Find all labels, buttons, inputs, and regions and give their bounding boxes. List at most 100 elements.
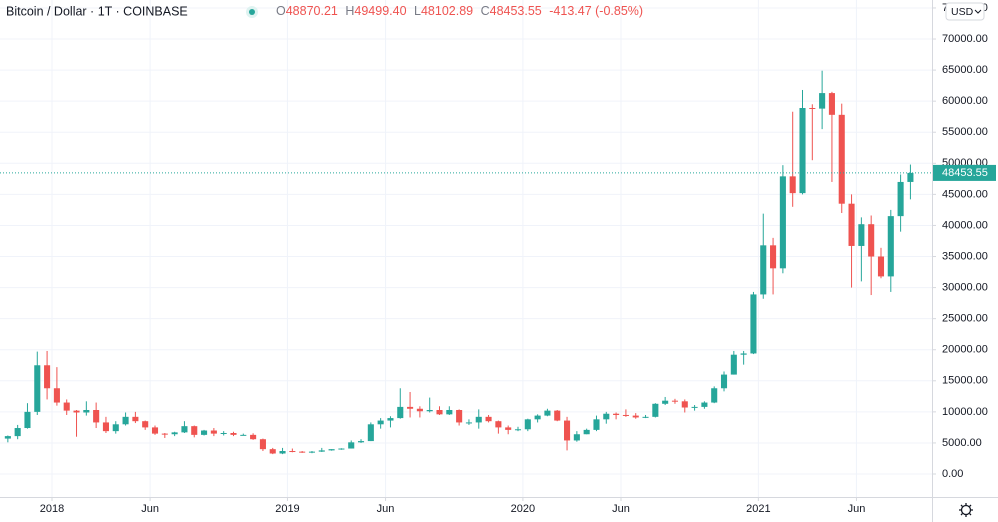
last-price-box — [933, 164, 996, 181]
candle-body — [583, 429, 590, 435]
candle-body — [201, 430, 208, 435]
low-key: L — [414, 4, 421, 18]
candle-body — [819, 93, 826, 109]
y-tick-label: 65000.00 — [942, 64, 988, 76]
candle-body — [770, 245, 777, 269]
candle-body — [524, 419, 531, 430]
x-tick-label: Jun — [377, 503, 395, 515]
y-tick-label: 25000.00 — [942, 313, 988, 325]
candle-body — [465, 422, 472, 424]
candle-body — [760, 245, 767, 295]
candle-body — [377, 420, 384, 425]
candle-body — [367, 424, 374, 442]
candle-body — [877, 256, 885, 277]
candle-body — [122, 416, 129, 425]
candle-body — [671, 400, 679, 402]
candle-body — [485, 416, 492, 422]
x-tick-label: 2019 — [275, 503, 299, 515]
candle-body — [328, 449, 335, 451]
candle-body — [789, 176, 796, 194]
candle-body — [632, 415, 639, 418]
candle-body — [622, 414, 629, 416]
candle-body — [142, 421, 149, 428]
gear-teeth[interactable] — [959, 503, 973, 517]
y-tick-label: 35000.00 — [942, 250, 988, 262]
candle-body — [93, 410, 100, 423]
candle-body — [505, 427, 512, 430]
candle-body — [652, 403, 659, 417]
candle-body — [456, 410, 463, 423]
candle-body — [544, 410, 551, 416]
candle-body — [828, 93, 835, 115]
high-value: 49499.40 — [354, 4, 406, 18]
candle-body — [14, 428, 21, 437]
candle-body — [711, 388, 718, 403]
currency-caret[interactable] — [974, 9, 982, 14]
symbol: Bitcoin / Dollar · 1T · COINBASE — [6, 4, 188, 18]
candle-body — [24, 411, 31, 429]
candle-body — [259, 439, 266, 450]
settings-button[interactable] — [959, 503, 973, 517]
close-key: C — [481, 4, 490, 18]
grid — [0, 0, 932, 497]
x-tick-label: 2021 — [746, 503, 770, 515]
low-value: 48102.89 — [421, 4, 473, 18]
candle-body — [63, 402, 70, 411]
candle-body — [210, 430, 217, 434]
candle-body — [250, 434, 257, 440]
candle-body — [868, 224, 875, 257]
change: -413.47 (-0.85%) — [549, 4, 643, 18]
candle-body — [593, 419, 600, 430]
open-value: 48870.21 — [286, 4, 338, 18]
candle-body — [102, 422, 109, 432]
candle-body — [357, 441, 365, 443]
candle-body — [34, 365, 41, 412]
candle-body — [407, 406, 414, 409]
candle-body — [161, 433, 168, 435]
candle-body — [897, 181, 904, 217]
ohlc-line: O48870.21 H49499.40 L48102.89 C48453.55 … — [276, 4, 643, 18]
currency-button[interactable]: USD — [945, 2, 985, 21]
y-tick-label: 30000.00 — [942, 281, 988, 293]
y-tick-label: 45000.00 — [942, 188, 988, 200]
candle-body — [397, 406, 404, 419]
candle-body — [446, 410, 453, 415]
candle-body — [426, 410, 433, 412]
candle-body — [318, 450, 325, 452]
candle-body — [53, 388, 60, 403]
x-tick-label: Jun — [848, 503, 866, 515]
candles — [0, 70, 932, 455]
close-value: 48453.55 — [490, 4, 542, 18]
candle-body — [299, 451, 306, 453]
candle-body — [691, 406, 698, 408]
candle-body — [858, 224, 865, 246]
currency-label[interactable]: USD — [951, 6, 974, 18]
candle-body — [4, 436, 11, 439]
candle-body — [338, 448, 345, 450]
candle-body — [112, 424, 119, 432]
open-key: O — [276, 4, 286, 18]
candle-body — [701, 402, 708, 407]
status-dot — [249, 9, 255, 15]
candle-body — [73, 410, 80, 413]
candle-body — [240, 434, 247, 436]
high-key: H — [345, 4, 354, 18]
currency-box[interactable] — [945, 2, 985, 21]
candle-body — [603, 413, 610, 420]
y-tick-label: 70000.00 — [942, 33, 988, 45]
candle-body — [495, 421, 502, 428]
gear[interactable] — [960, 504, 972, 516]
y-tick-label: 55000.00 — [942, 126, 988, 138]
candle-body — [750, 294, 757, 354]
candle-body — [613, 413, 620, 415]
candle-body — [279, 451, 286, 454]
y-tick-label: 40000.00 — [942, 219, 988, 231]
y-tick-label: 60000.00 — [942, 95, 988, 107]
candle-body — [564, 420, 571, 441]
y-tick-label: 20000.00 — [942, 344, 988, 356]
candle-body — [83, 410, 90, 413]
candle-body — [308, 451, 316, 453]
candle-body — [289, 451, 296, 453]
candle-body — [475, 416, 482, 423]
